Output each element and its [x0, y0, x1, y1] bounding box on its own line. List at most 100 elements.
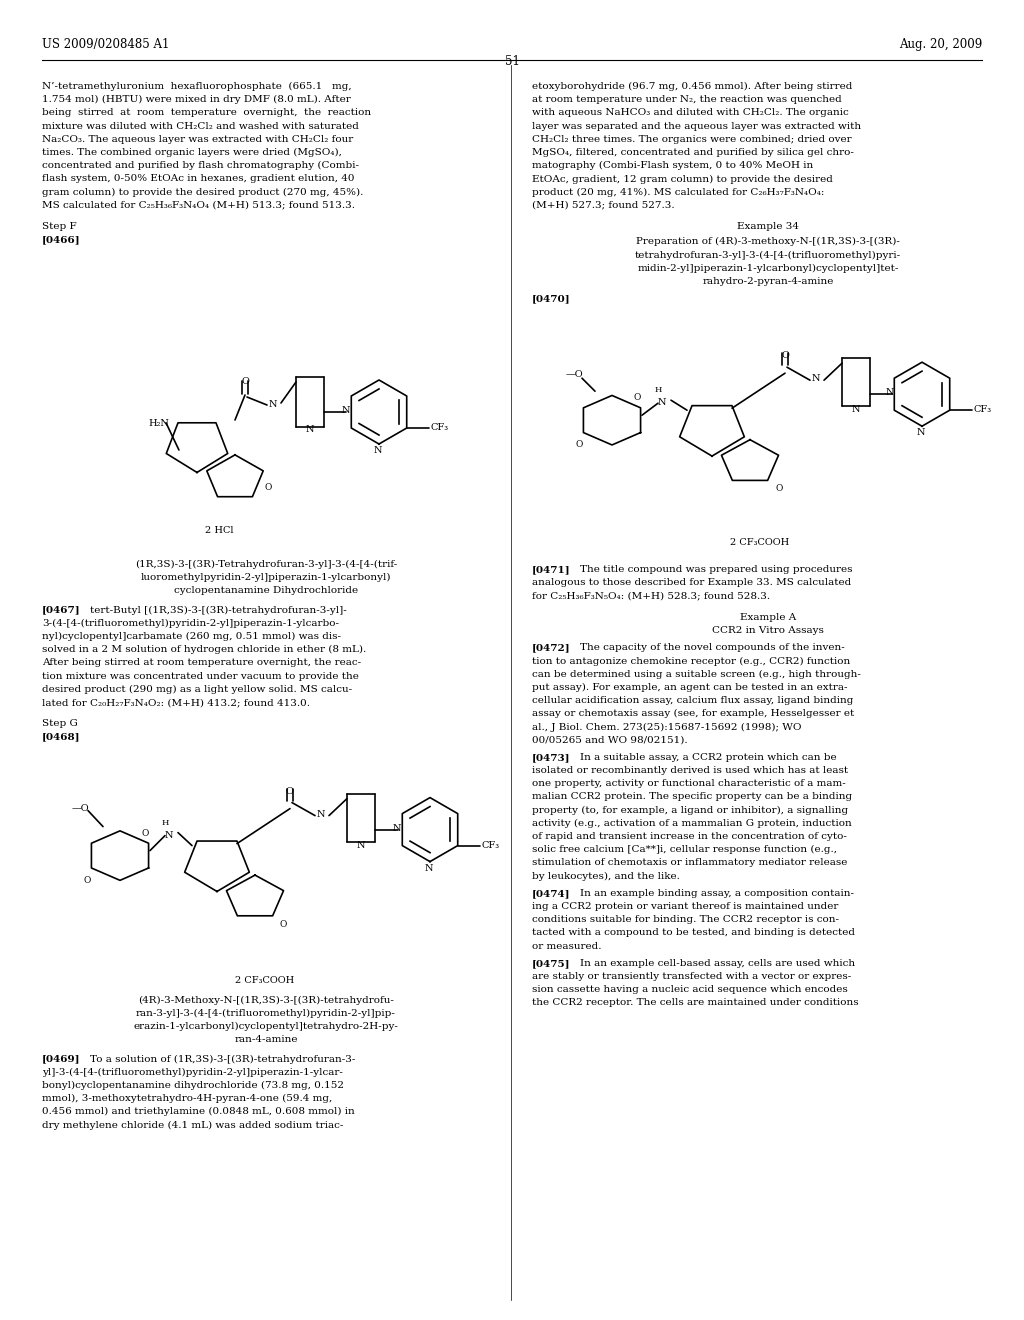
Text: CH₂Cl₂ three times. The organics were combined; dried over: CH₂Cl₂ three times. The organics were co…	[532, 135, 852, 144]
Text: O: O	[286, 787, 294, 796]
Text: 0.456 mmol) and triethylamine (0.0848 mL, 0.608 mmol) in: 0.456 mmol) and triethylamine (0.0848 mL…	[42, 1107, 354, 1117]
Text: N: N	[852, 405, 860, 414]
Text: tert-Butyl [(1R,3S)-3-[(3R)-tetrahydrofuran-3-yl]-: tert-Butyl [(1R,3S)-3-[(3R)-tetrahydrofu…	[90, 606, 347, 615]
Text: luoromethylpyridin-2-yl]piperazin-1-ylcarbonyl): luoromethylpyridin-2-yl]piperazin-1-ylca…	[140, 573, 391, 582]
Text: isolated or recombinantly derived is used which has at least: isolated or recombinantly derived is use…	[532, 766, 848, 775]
Text: US 2009/0208485 A1: US 2009/0208485 A1	[42, 38, 169, 51]
Text: one property, activity or functional characteristic of a mam-: one property, activity or functional cha…	[532, 779, 846, 788]
Text: H: H	[162, 818, 169, 826]
Text: (1R,3S)-3-[(3R)-Tetrahydrofuran-3-yl]-3-(4-[4-(trif-: (1R,3S)-3-[(3R)-Tetrahydrofuran-3-yl]-3-…	[135, 560, 397, 569]
Text: 51: 51	[505, 55, 519, 69]
Text: dry methylene chloride (4.1 mL) was added sodium triac-: dry methylene chloride (4.1 mL) was adde…	[42, 1121, 343, 1130]
Text: yl]-3-(4-[4-(trifluoromethyl)pyridin-2-yl]piperazin-1-ylcar-: yl]-3-(4-[4-(trifluoromethyl)pyridin-2-y…	[42, 1068, 343, 1077]
Text: ing a CCR2 protein or variant thereof is maintained under: ing a CCR2 protein or variant thereof is…	[532, 902, 839, 911]
Text: CCR2 in Vitro Assays: CCR2 in Vitro Assays	[712, 626, 824, 635]
Text: times. The combined organic layers were dried (MgSO₄),: times. The combined organic layers were …	[42, 148, 342, 157]
Text: To a solution of (1R,3S)-3-[(3R)-tetrahydrofuran-3-: To a solution of (1R,3S)-3-[(3R)-tetrahy…	[90, 1055, 355, 1064]
Text: Step F: Step F	[42, 222, 77, 231]
Text: activity (e.g., activation of a mammalian G protein, induction: activity (e.g., activation of a mammalia…	[532, 818, 852, 828]
Text: Na₂CO₃. The aqueous layer was extracted with CH₂Cl₂ four: Na₂CO₃. The aqueous layer was extracted …	[42, 135, 353, 144]
Text: solved in a 2 M solution of hydrogen chloride in ether (8 mL).: solved in a 2 M solution of hydrogen chl…	[42, 645, 367, 655]
Text: (4R)-3-Methoxy-N-[(1R,3S)-3-[(3R)-tetrahydrofu-: (4R)-3-Methoxy-N-[(1R,3S)-3-[(3R)-tetrah…	[138, 995, 394, 1005]
Text: 3-(4-[4-(trifluoromethyl)pyridin-2-yl]piperazin-1-ylcarbo-: 3-(4-[4-(trifluoromethyl)pyridin-2-yl]pi…	[42, 619, 339, 628]
Text: Preparation of (4R)-3-methoxy-N-[(1R,3S)-3-[(3R)-: Preparation of (4R)-3-methoxy-N-[(1R,3S)…	[636, 238, 900, 247]
Text: In an example binding assay, a composition contain-: In an example binding assay, a compositi…	[580, 888, 854, 898]
Text: The title compound was prepared using procedures: The title compound was prepared using pr…	[580, 565, 853, 574]
Text: mmol), 3-methoxytetrahydro-4H-pyran-4-one (59.4 mg,: mmol), 3-methoxytetrahydro-4H-pyran-4-on…	[42, 1094, 332, 1104]
Text: [0473]: [0473]	[532, 752, 570, 762]
Text: sion cassette having a nucleic acid sequence which encodes: sion cassette having a nucleic acid sequ…	[532, 985, 848, 994]
Text: N: N	[165, 830, 173, 840]
Text: After being stirred at room temperature overnight, the reac-: After being stirred at room temperature …	[42, 659, 361, 668]
Text: etoxyborohydride (96.7 mg, 0.456 mmol). After being stirred: etoxyborohydride (96.7 mg, 0.456 mmol). …	[532, 82, 852, 91]
Text: tion to antagonize chemokine receptor (e.g., CCR2) function: tion to antagonize chemokine receptor (e…	[532, 656, 850, 665]
Text: H: H	[655, 387, 663, 395]
Text: N: N	[812, 374, 820, 383]
Text: put assay). For example, an agent can be tested in an extra-: put assay). For example, an agent can be…	[532, 682, 848, 692]
Text: N: N	[918, 428, 926, 437]
Text: matography (Combi-Flash system, 0 to 40% MeOH in: matography (Combi-Flash system, 0 to 40%…	[532, 161, 813, 170]
Text: tetrahydrofuran-3-yl]-3-(4-[4-(trifluoromethyl)pyri-: tetrahydrofuran-3-yl]-3-(4-[4-(trifluoro…	[635, 251, 901, 260]
Text: O: O	[241, 378, 249, 385]
Text: 2 CF₃COOH: 2 CF₃COOH	[730, 539, 790, 548]
Text: 2 CF₃COOH: 2 CF₃COOH	[236, 975, 295, 985]
Text: with aqueous NaHCO₃ and diluted with CH₂Cl₂. The organic: with aqueous NaHCO₃ and diluted with CH₂…	[532, 108, 849, 117]
Text: N: N	[306, 425, 314, 434]
Text: CF₃: CF₃	[974, 405, 992, 414]
Text: cellular acidification assay, calcium flux assay, ligand binding: cellular acidification assay, calcium fl…	[532, 696, 853, 705]
Text: O: O	[84, 875, 91, 884]
Text: erazin-1-ylcarbonyl)cyclopentyl]tetrahydro-2H-py-: erazin-1-ylcarbonyl)cyclopentyl]tetrahyd…	[133, 1022, 398, 1031]
Text: CF₃: CF₃	[481, 841, 500, 850]
Text: Step G: Step G	[42, 719, 78, 729]
Text: 2 HCl: 2 HCl	[205, 525, 233, 535]
Text: CF₃: CF₃	[431, 422, 449, 432]
Text: tion mixture was concentrated under vacuum to provide the: tion mixture was concentrated under vacu…	[42, 672, 358, 681]
Text: N: N	[374, 446, 383, 455]
Text: N: N	[357, 841, 366, 850]
Text: can be determined using a suitable screen (e.g., high through-: can be determined using a suitable scree…	[532, 669, 861, 678]
Text: [0471]: [0471]	[532, 565, 570, 574]
Text: N: N	[342, 407, 350, 414]
Text: N: N	[425, 863, 433, 873]
Text: at room temperature under N₂, the reaction was quenched: at room temperature under N₂, the reacti…	[532, 95, 842, 104]
Text: concentrated and purified by flash chromatography (Combi-: concentrated and purified by flash chrom…	[42, 161, 359, 170]
Text: [0467]: [0467]	[42, 606, 81, 615]
Text: layer was separated and the aqueous layer was extracted with: layer was separated and the aqueous laye…	[532, 121, 861, 131]
Text: mixture was diluted with CH₂Cl₂ and washed with saturated: mixture was diluted with CH₂Cl₂ and wash…	[42, 121, 358, 131]
Text: O: O	[781, 351, 788, 360]
Text: product (20 mg, 41%). MS calculated for C₂₆H₃₇F₃N₄O₄:: product (20 mg, 41%). MS calculated for …	[532, 187, 824, 197]
Text: EtOAc, gradient, 12 gram column) to provide the desired: EtOAc, gradient, 12 gram column) to prov…	[532, 174, 833, 183]
Text: [0472]: [0472]	[532, 643, 570, 652]
Text: Example A: Example A	[740, 612, 796, 622]
Text: by leukocytes), and the like.: by leukocytes), and the like.	[532, 871, 680, 880]
Text: al., J Biol. Chem. 273(25):15687-15692 (1998); WO: al., J Biol. Chem. 273(25):15687-15692 (…	[532, 722, 802, 731]
Text: [0468]: [0468]	[42, 733, 81, 742]
Text: H₂N: H₂N	[148, 418, 169, 428]
Text: N’-tetramethyluronium  hexafluorophosphate  (665.1   mg,: N’-tetramethyluronium hexafluorophosphat…	[42, 82, 351, 91]
Text: —O: —O	[566, 370, 584, 379]
Text: O: O	[142, 829, 150, 838]
Text: are stably or transiently transfected with a vector or expres-: are stably or transiently transfected wi…	[532, 972, 851, 981]
Text: O: O	[280, 920, 288, 928]
Text: [0470]: [0470]	[532, 294, 570, 304]
Text: [0469]: [0469]	[42, 1055, 81, 1064]
Text: assay or chemotaxis assay (see, for example, Hesselgesser et: assay or chemotaxis assay (see, for exam…	[532, 709, 854, 718]
Text: —O: —O	[72, 804, 90, 813]
Text: N: N	[886, 388, 895, 397]
Text: N: N	[317, 809, 326, 818]
Text: desired product (290 mg) as a light yellow solid. MS calcu-: desired product (290 mg) as a light yell…	[42, 685, 352, 694]
Text: malian CCR2 protein. The specific property can be a binding: malian CCR2 protein. The specific proper…	[532, 792, 852, 801]
Text: cyclopentanamine Dihydrochloride: cyclopentanamine Dihydrochloride	[174, 586, 358, 595]
Text: for C₂₅H₃₆F₃N₅O₄: (M+H) 528.3; found 528.3.: for C₂₅H₃₆F₃N₅O₄: (M+H) 528.3; found 528…	[532, 591, 770, 601]
Text: [0474]: [0474]	[532, 888, 570, 898]
Text: N: N	[393, 824, 401, 833]
Text: or measured.: or measured.	[532, 941, 601, 950]
Text: midin-2-yl]piperazin-1-ylcarbonyl)cyclopentyl]tet-: midin-2-yl]piperazin-1-ylcarbonyl)cyclop…	[637, 264, 899, 273]
Text: O: O	[264, 483, 272, 492]
Text: 00/05265 and WO 98/02151).: 00/05265 and WO 98/02151).	[532, 735, 688, 744]
Text: conditions suitable for binding. The CCR2 receptor is con-: conditions suitable for binding. The CCR…	[532, 915, 839, 924]
Text: of rapid and transient increase in the concentration of cyto-: of rapid and transient increase in the c…	[532, 832, 847, 841]
Text: N: N	[658, 399, 667, 407]
Text: MS calculated for C₂₅H₃₆F₃N₄O₄ (M+H) 513.3; found 513.3.: MS calculated for C₂₅H₃₆F₃N₄O₄ (M+H) 513…	[42, 201, 355, 210]
Text: gram column) to provide the desired product (270 mg, 45%).: gram column) to provide the desired prod…	[42, 187, 364, 197]
